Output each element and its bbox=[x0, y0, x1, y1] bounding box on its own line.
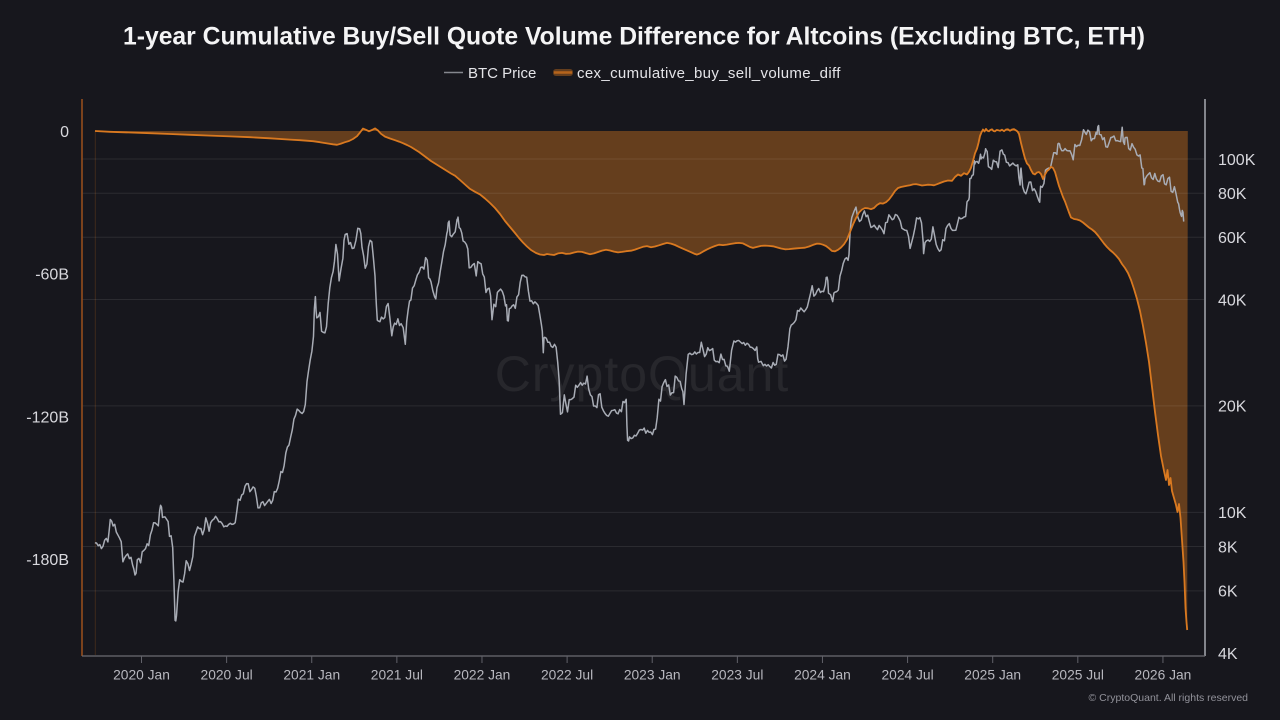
svg-text:2020 Jan: 2020 Jan bbox=[113, 668, 170, 683]
svg-text:60K: 60K bbox=[1218, 230, 1247, 247]
svg-text:cex_cumulative_buy_sell_volume: cex_cumulative_buy_sell_volume_diff bbox=[577, 65, 841, 82]
svg-text:80K: 80K bbox=[1218, 186, 1247, 203]
svg-text:2025 Jul: 2025 Jul bbox=[1052, 668, 1104, 683]
svg-text:-180B: -180B bbox=[26, 552, 69, 569]
svg-text:8K: 8K bbox=[1218, 539, 1238, 556]
svg-text:6K: 6K bbox=[1218, 584, 1238, 601]
svg-text:2022 Jul: 2022 Jul bbox=[541, 668, 593, 683]
svg-text:2020 Jul: 2020 Jul bbox=[201, 668, 253, 683]
svg-text:2022 Jan: 2022 Jan bbox=[454, 668, 511, 683]
svg-text:2021 Jul: 2021 Jul bbox=[371, 668, 423, 683]
svg-text:CryptoQuant: CryptoQuant bbox=[495, 346, 789, 402]
svg-text:2021 Jan: 2021 Jan bbox=[283, 668, 340, 683]
svg-text:2026 Jan: 2026 Jan bbox=[1135, 668, 1192, 683]
svg-text:2025 Jan: 2025 Jan bbox=[964, 668, 1021, 683]
svg-text:40K: 40K bbox=[1218, 292, 1247, 309]
svg-text:2024 Jul: 2024 Jul bbox=[881, 668, 933, 683]
svg-text:2023 Jul: 2023 Jul bbox=[711, 668, 763, 683]
svg-text:4K: 4K bbox=[1218, 646, 1238, 663]
svg-text:1-year Cumulative Buy/Sell Quo: 1-year Cumulative Buy/Sell Quote Volume … bbox=[123, 24, 1145, 51]
svg-text:2024 Jan: 2024 Jan bbox=[794, 668, 851, 683]
svg-text:-120B: -120B bbox=[26, 409, 69, 426]
svg-text:2023 Jan: 2023 Jan bbox=[624, 668, 681, 683]
svg-text:-60B: -60B bbox=[35, 267, 69, 284]
svg-text:20K: 20K bbox=[1218, 399, 1247, 416]
svg-text:© CryptoQuant. All rights rese: © CryptoQuant. All rights reserved bbox=[1089, 692, 1249, 704]
svg-text:0: 0 bbox=[60, 124, 69, 141]
svg-text:BTC Price: BTC Price bbox=[468, 65, 536, 82]
svg-text:10K: 10K bbox=[1218, 505, 1247, 522]
svg-text:100K: 100K bbox=[1218, 152, 1256, 169]
